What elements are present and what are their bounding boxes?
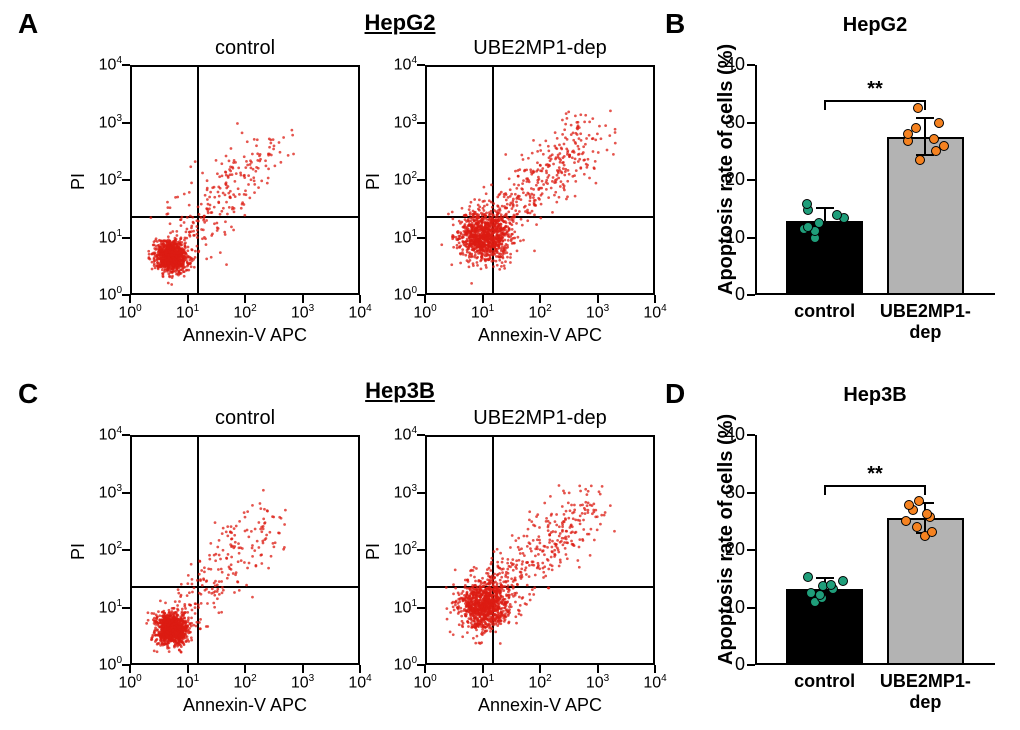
data-point	[838, 576, 848, 586]
y-tick-label: 100	[74, 655, 122, 674]
x-tick-label: 102	[221, 303, 269, 322]
data-point	[803, 572, 813, 582]
x-tick-label: 101	[459, 673, 507, 692]
data-point	[939, 141, 949, 151]
y-axis-title: PI	[363, 543, 384, 560]
scatter-a-dep: UBE2MP1-dep10010010110110210210310310410…	[345, 10, 675, 360]
x-tick-label: 103	[574, 673, 622, 692]
x-tick-label: 101	[164, 673, 212, 692]
panel-label-a: A	[18, 8, 38, 40]
data-point	[832, 210, 842, 220]
y-tick-label: 103	[369, 113, 417, 132]
scatter-box	[130, 435, 360, 665]
bar-chart-d: Hep3B010203040**controlUBE2MP1-depApopto…	[700, 380, 1015, 725]
x-tick-label: 102	[516, 303, 564, 322]
y-axis-title: PI	[68, 173, 89, 190]
panel-label-c: C	[18, 378, 38, 410]
x-tick-label: 100	[401, 673, 449, 692]
bar-xlabel-dep: UBE2MP1-dep	[865, 671, 985, 713]
y-tick-label: 100	[369, 655, 417, 674]
data-point	[914, 496, 924, 506]
data-point	[915, 155, 925, 165]
x-tick-label: 102	[516, 673, 564, 692]
bar-chart-title: Hep3B	[755, 384, 995, 407]
x-tick-label: 100	[106, 673, 154, 692]
bar-chart-title: HepG2	[755, 14, 995, 37]
x-tick-label: 104	[631, 673, 679, 692]
y-tick-label: 104	[369, 425, 417, 444]
y-tick-label: 101	[74, 598, 122, 617]
data-point	[934, 118, 944, 128]
y-tick-label: 104	[74, 425, 122, 444]
data-point	[927, 527, 937, 537]
x-axis-title: Annexin-V APC	[425, 325, 655, 346]
x-tick-label: 100	[106, 303, 154, 322]
scatter-a-control: control100100101101102102103103104104PIA…	[50, 10, 380, 360]
y-tick-label: 103	[369, 483, 417, 502]
y-tick-label: 104	[74, 55, 122, 74]
x-axis-title: Annexin-V APC	[425, 695, 655, 716]
bar-chart-b: HepG2010203040**controlUBE2MP1-depApopto…	[700, 10, 1015, 355]
x-axis-title: Annexin-V APC	[130, 325, 360, 346]
scatter-title: control	[130, 37, 360, 60]
bar-xlabel-dep: UBE2MP1-dep	[865, 301, 985, 343]
x-tick-label: 101	[164, 303, 212, 322]
x-tick-label: 104	[631, 303, 679, 322]
data-point	[913, 103, 923, 113]
bar-y-axis-title: Apoptosis rate of cells (%)	[715, 414, 738, 665]
x-tick-label: 103	[279, 673, 327, 692]
data-point	[826, 580, 836, 590]
scatter-box	[425, 65, 655, 295]
y-axis-title: PI	[68, 543, 89, 560]
y-tick-label: 101	[369, 598, 417, 617]
significance-marker: **	[860, 463, 890, 486]
scatter-box	[425, 435, 655, 665]
data-point	[911, 123, 921, 133]
scatter-title: UBE2MP1-dep	[425, 37, 655, 60]
x-tick-label: 100	[401, 303, 449, 322]
y-axis-title: PI	[363, 173, 384, 190]
scatter-box	[130, 65, 360, 295]
data-point	[901, 516, 911, 526]
scatter-c-control: control100100101101102102103103104104PIA…	[50, 380, 380, 730]
significance-marker: **	[860, 78, 890, 101]
x-axis-title: Annexin-V APC	[130, 695, 360, 716]
y-tick-label: 101	[369, 228, 417, 247]
data-point	[815, 590, 825, 600]
scatter-title: UBE2MP1-dep	[425, 407, 655, 430]
data-point	[806, 588, 816, 598]
x-tick-label: 102	[221, 673, 269, 692]
x-tick-label: 103	[574, 303, 622, 322]
bar-y-axis-title: Apoptosis rate of cells (%)	[715, 44, 738, 295]
y-tick-label: 103	[74, 113, 122, 132]
y-tick-label: 100	[369, 285, 417, 304]
scatter-c-dep: UBE2MP1-dep10010010110110210210310310410…	[345, 380, 675, 730]
y-tick-label: 100	[74, 285, 122, 304]
scatter-title: control	[130, 407, 360, 430]
y-tick-label: 101	[74, 228, 122, 247]
x-tick-label: 103	[279, 303, 327, 322]
data-point	[929, 134, 939, 144]
y-tick-label: 104	[369, 55, 417, 74]
x-tick-label: 101	[459, 303, 507, 322]
figure: A B C D HepG2 Hep3B control1001001011011…	[0, 0, 1020, 725]
bar-dep	[887, 137, 964, 295]
y-tick-label: 103	[74, 483, 122, 502]
